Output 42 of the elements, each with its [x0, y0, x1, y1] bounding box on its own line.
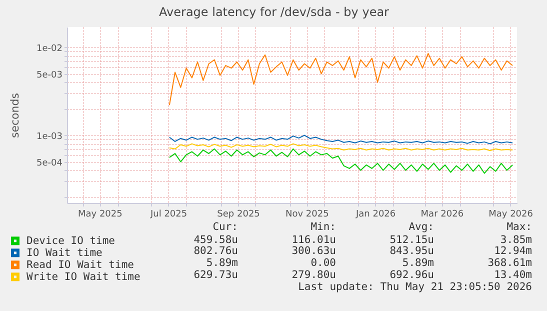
- text: 459.58u: [194, 234, 238, 246]
- y-tick-label: 5e-04: [36, 158, 63, 168]
- line-series: [168, 52, 514, 106]
- text: 629.73u: [194, 268, 238, 281]
- text: 5.89m: [402, 257, 434, 270]
- line-series: [168, 143, 514, 152]
- text: 368.61m: [488, 257, 532, 270]
- x-tick-label: Mar 2026: [420, 210, 464, 220]
- text: Avg:: [408, 221, 434, 233]
- x-tick-label: Jan 2026: [354, 210, 396, 220]
- text: Max:: [506, 221, 532, 233]
- x-tick-label: May 2025: [78, 210, 122, 220]
- y-tick-label: 1e-03: [36, 132, 62, 142]
- text: 116.01u: [292, 234, 336, 246]
- line-series: [168, 148, 514, 174]
- text: 802.76u: [194, 245, 238, 258]
- x-tick-label: Jul 2025: [149, 210, 188, 220]
- legend-label: Read IO Wait time: [26, 258, 134, 271]
- y-axis-title: seconds: [8, 92, 22, 138]
- y-tick-label: 1e-02: [36, 44, 62, 54]
- text: 512.15u: [390, 234, 434, 246]
- x-tick-label: Sep 2025: [217, 210, 260, 220]
- text: 843.95u: [390, 245, 434, 258]
- text: Cur:: [212, 221, 238, 233]
- text: 300.63u: [292, 245, 336, 258]
- text: Last update: Thu May 21 23:05:50 2026: [298, 281, 532, 293]
- legend-label: Write IO Wait time: [26, 270, 140, 283]
- legend-label: Device IO time: [26, 234, 116, 247]
- legend-label: IO Wait time: [26, 246, 102, 259]
- text: Min:: [310, 221, 336, 233]
- text: 12.94m: [494, 245, 532, 258]
- text: 3.85m: [500, 234, 532, 246]
- line-series: [168, 134, 514, 144]
- text: 279.80u: [292, 268, 336, 281]
- text: 692.96u: [390, 268, 434, 281]
- chart-title: Average latency for /dev/sda - by year: [159, 5, 390, 19]
- text: 13.40m: [494, 268, 532, 281]
- x-tick-label: Nov 2025: [285, 210, 329, 220]
- text: 0.00: [310, 257, 336, 270]
- y-tick-label: 5e-03: [36, 70, 62, 80]
- text: 5.89m: [206, 257, 238, 270]
- x-tick-label: May 2026: [488, 210, 534, 220]
